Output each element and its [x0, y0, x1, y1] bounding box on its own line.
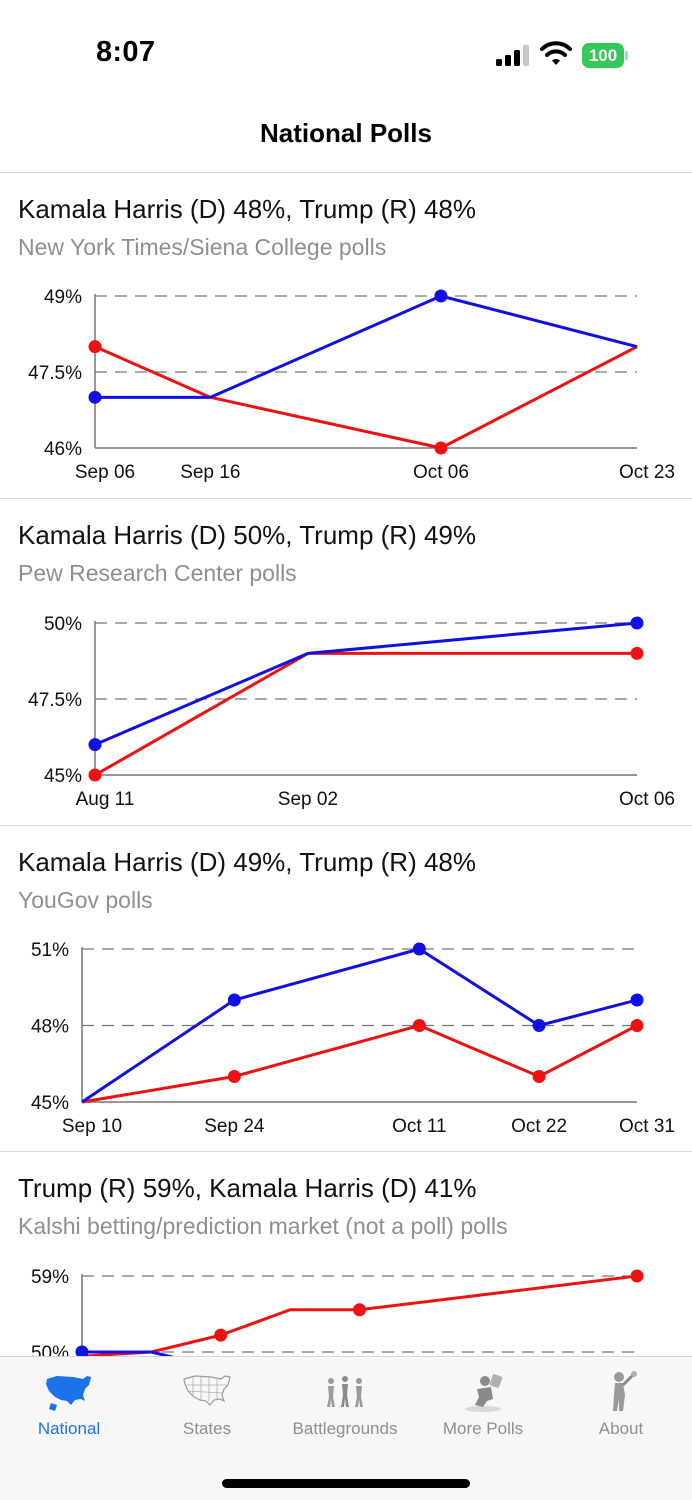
series-line — [94, 345, 638, 450]
data-point — [227, 1070, 241, 1083]
data-point — [434, 289, 448, 303]
poll-chart: 45% 47.5% 50% Aug 11 Sep 02 Oct 06 — [28, 614, 675, 810]
tab-label: Battlegrounds — [292, 1419, 398, 1438]
tab-label: States — [182, 1419, 232, 1438]
x-tick-label: Oct 06 — [619, 789, 675, 810]
x-tick-label: Oct 22 — [511, 1116, 567, 1137]
tab-about[interactable]: About — [552, 1357, 690, 1447]
y-tick-label: 49% — [44, 287, 82, 308]
data-point — [75, 1345, 89, 1359]
poll-headline: Kamala Harris (D) 49%, Trump (R) 48% — [18, 847, 476, 877]
data-point — [630, 646, 644, 660]
tab-label: About — [598, 1419, 644, 1438]
y-tick-label: 47.5% — [28, 690, 82, 711]
states-map-icon — [183, 1375, 231, 1406]
battery-tip — [625, 51, 628, 60]
poll-headline: Kamala Harris (D) 50%, Trump (R) 49% — [18, 520, 476, 550]
tab-states[interactable]: States — [138, 1357, 276, 1447]
y-tick-label: 59% — [31, 1267, 69, 1288]
battleground-figures-icon — [327, 1376, 363, 1407]
x-tick-label: Oct 11 — [392, 1116, 447, 1137]
poll-headline: Kamala Harris (D) 48%, Trump (R) 48% — [18, 194, 476, 224]
data-point — [630, 616, 644, 630]
y-tick-label: 47.5% — [28, 363, 82, 384]
cellular-signal-icon — [496, 45, 529, 66]
divider — [0, 825, 692, 826]
x-tick-label: Oct 31 — [619, 1116, 675, 1137]
divider — [0, 498, 692, 499]
y-tick-label: 50% — [44, 614, 82, 635]
x-tick-label: Sep 02 — [278, 789, 338, 810]
status-bar: 8:07 100 — [0, 0, 692, 100]
tab-bar: National States Battlegrounds More Polls — [0, 1356, 692, 1500]
x-tick-label: Sep 10 — [62, 1116, 122, 1137]
x-tick-label: Aug 11 — [76, 789, 135, 810]
divider — [0, 172, 692, 173]
poll-chart: 50%59% — [31, 1267, 644, 1457]
data-point — [88, 738, 102, 752]
data-point — [227, 993, 241, 1007]
battery-level: 100 — [582, 43, 624, 68]
data-point — [434, 441, 448, 455]
y-tick-label: 48% — [31, 1017, 69, 1038]
tab-label: More Polls — [442, 1419, 524, 1438]
y-tick-label: 46% — [44, 439, 82, 460]
data-point — [630, 1269, 644, 1283]
tab-battlegrounds[interactable]: Battlegrounds — [276, 1357, 414, 1447]
data-point — [353, 1303, 366, 1317]
about-figure-icon — [613, 1371, 637, 1411]
data-point — [214, 1328, 228, 1342]
poll-source: Pew Research Center polls — [18, 560, 297, 586]
series-line — [94, 651, 637, 777]
data-point — [412, 942, 426, 956]
data-point — [630, 1019, 644, 1032]
poll-chart: 46% 47.5% 49% Sep 06 Sep 16 Oct 06 Oct 23 — [28, 287, 675, 483]
series-line — [81, 1274, 638, 1358]
more-polls-icon — [465, 1374, 503, 1412]
home-indicator — [222, 1479, 470, 1488]
series-line — [81, 1024, 638, 1104]
tab-label: National — [37, 1419, 101, 1438]
y-tick-label: 45% — [44, 766, 82, 787]
x-tick-label: Sep 24 — [204, 1116, 265, 1137]
poll-source: New York Times/Siena College polls — [18, 234, 387, 260]
poll-source: YouGov polls — [18, 887, 153, 913]
poll-headline: Trump (R) 59%, Kamala Harris (D) 41% — [18, 1173, 477, 1203]
usa-map-icon — [46, 1376, 91, 1411]
data-point — [412, 1019, 426, 1032]
data-point — [88, 340, 102, 354]
data-point — [532, 1019, 546, 1032]
y-tick-label: 45% — [31, 1093, 69, 1114]
data-point — [88, 390, 102, 404]
status-time: 8:07 — [96, 36, 156, 68]
data-point — [532, 1070, 546, 1083]
data-point — [88, 768, 102, 782]
x-tick-label: Oct 23 — [619, 462, 675, 483]
series-line — [95, 294, 638, 399]
battery-icon: 100 — [582, 43, 628, 68]
poll-source: Kalshi betting/prediction market (not a … — [18, 1213, 508, 1239]
wifi-icon — [540, 41, 572, 65]
x-tick-label: Sep 16 — [180, 462, 240, 483]
data-point — [630, 993, 644, 1007]
divider — [0, 1151, 692, 1152]
x-tick-label: Sep 06 — [75, 462, 135, 483]
page-title: National Polls — [260, 118, 432, 148]
x-tick-label: Oct 06 — [413, 462, 469, 483]
tab-national[interactable]: National — [0, 1357, 138, 1447]
poll-chart: 45% 48% 51% Sep 10 Sep 24 Oct 11 Oct 22 Oct 31 — [31, 940, 675, 1137]
series-line — [94, 621, 638, 746]
y-tick-label: 51% — [31, 940, 69, 961]
tab-more-polls[interactable]: More Polls — [414, 1357, 552, 1447]
